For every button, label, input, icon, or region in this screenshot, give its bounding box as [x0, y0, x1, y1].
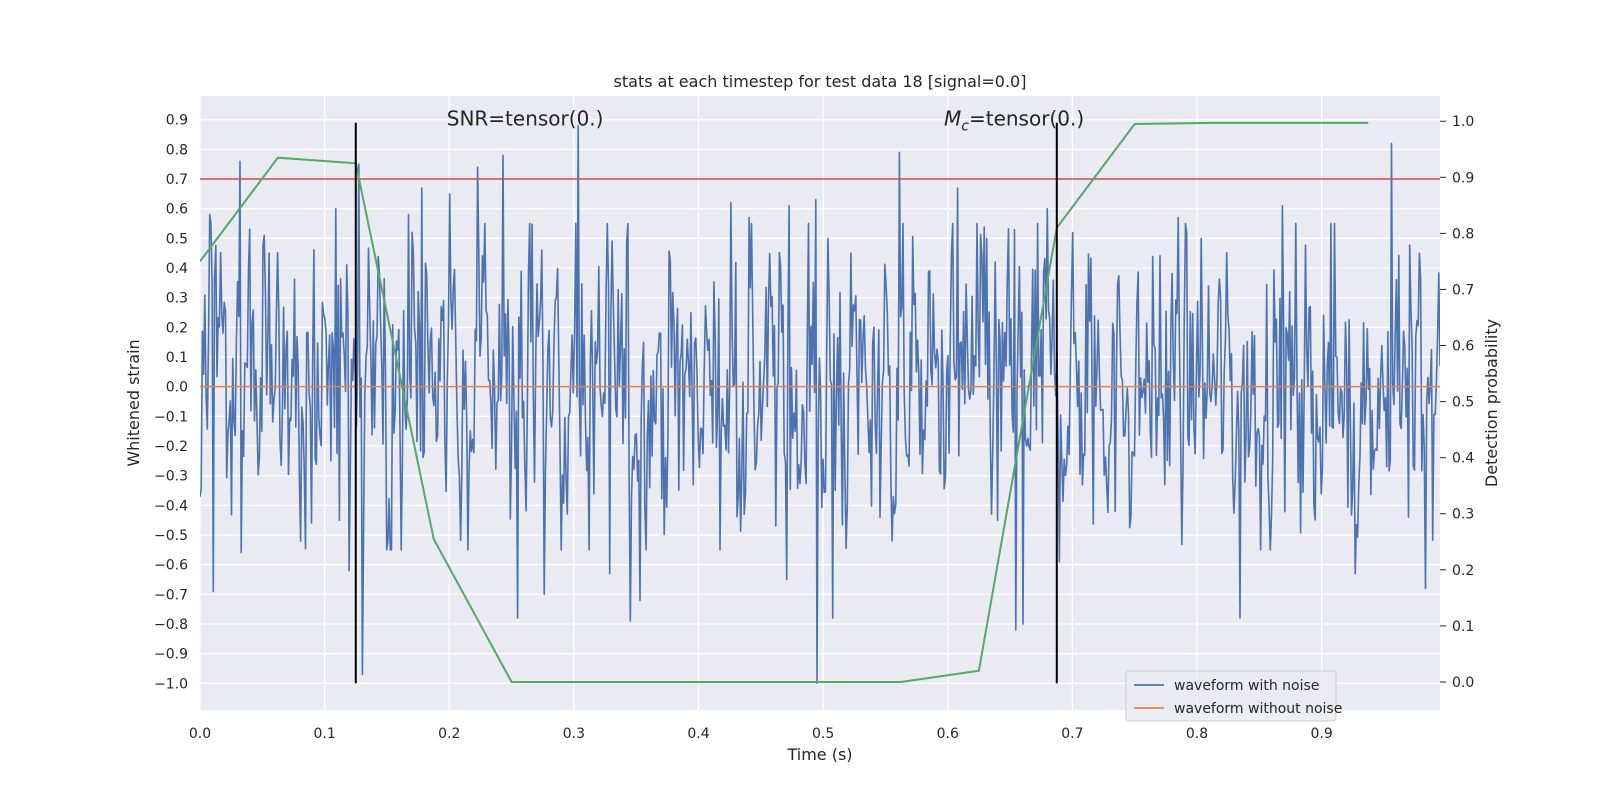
- annotation-snr: SNR=tensor(0.): [447, 107, 604, 131]
- legend: waveform with noise waveform without noi…: [1125, 670, 1342, 722]
- y2-axis-ticks: 1.0 0.9 0.8 0.7 0.6 0.5 0.4 0.3 0.2 0.1 0.0: [1440, 114, 1474, 691]
- y-tick-label: −0.4: [154, 498, 188, 514]
- y2-tick-label: 0.3: [1452, 507, 1474, 523]
- x-axis-ticks: 0.0 0.1 0.2 0.3 0.4 0.5 0.6 0.7 0.8 0.9: [189, 726, 1333, 742]
- y2-tick-label: 0.8: [1452, 226, 1474, 242]
- x-tick-label: 0.3: [563, 726, 585, 742]
- y-tick-label: 0.8: [166, 142, 188, 158]
- y-tick-label: −0.6: [154, 558, 188, 574]
- y-tick-label: −0.5: [154, 528, 188, 544]
- y2-tick-label: 0.4: [1452, 451, 1474, 467]
- y2-tick-label: 0.7: [1452, 282, 1474, 298]
- chart-title: stats at each timestep for test data 18 …: [614, 72, 1027, 91]
- x-tick-label: 0.0: [189, 726, 211, 742]
- y-tick-label: −0.2: [154, 439, 188, 455]
- y-tick-label: −1.0: [154, 676, 188, 692]
- y-tick-label: −0.7: [154, 587, 188, 603]
- x-tick-label: 0.6: [937, 726, 959, 742]
- y-tick-label: 0.6: [166, 202, 188, 218]
- x-tick-label: 0.4: [687, 726, 709, 742]
- y-tick-label: 0.5: [166, 231, 188, 247]
- x-axis-label: Time (s): [786, 745, 852, 764]
- y-tick-label: 0.4: [166, 261, 188, 277]
- y-tick-label: 0.0: [166, 380, 188, 396]
- y-axis-ticks: 0.9 0.8 0.7 0.6 0.5 0.4 0.3 0.2 0.1 0.0 −0.1 −0.2 −0…: [154, 113, 188, 693]
- x-tick-label: 0.7: [1061, 726, 1083, 742]
- y-tick-label: −0.3: [154, 469, 188, 485]
- y2-tick-label: 0.9: [1452, 170, 1474, 186]
- y-tick-label: 0.2: [166, 320, 188, 336]
- x-tick-label: 0.5: [812, 726, 834, 742]
- x-tick-label: 0.1: [313, 726, 335, 742]
- y-tick-label: −0.1: [154, 409, 188, 425]
- legend-label-waveform-without-noise: waveform without noise: [1174, 701, 1342, 717]
- x-tick-label: 0.2: [438, 726, 460, 742]
- y2-tick-label: 0.6: [1452, 339, 1474, 355]
- y-tick-label: −0.8: [154, 617, 188, 633]
- annotation-mc-symbol: M: [944, 107, 961, 131]
- y-tick-label: 0.1: [166, 350, 188, 366]
- y2-tick-label: 0.0: [1452, 675, 1474, 691]
- y-tick-label: 0.3: [166, 291, 188, 307]
- y-axis-label: Whitened strain: [124, 339, 143, 466]
- y-tick-label: −0.9: [154, 647, 188, 663]
- y2-tick-label: 1.0: [1452, 114, 1474, 130]
- y-tick-label: 0.9: [166, 113, 188, 129]
- annotation-mc-value: =tensor(0.): [969, 107, 1084, 131]
- annotation-mc-subscript: c: [961, 119, 969, 135]
- y-tick-label: 0.7: [166, 172, 188, 188]
- legend-box: [1125, 670, 1337, 722]
- x-tick-label: 0.8: [1186, 726, 1208, 742]
- y2-tick-label: 0.5: [1452, 395, 1474, 411]
- y2-axis-label: Detection probability: [1482, 319, 1501, 487]
- y2-tick-label: 0.1: [1452, 619, 1474, 635]
- annotation-chirp-mass: Mc=tensor(0.): [944, 107, 1084, 135]
- series-waveform-with-noise: [200, 124, 1440, 685]
- x-tick-label: 0.9: [1310, 726, 1332, 742]
- series-detection-probability: [200, 121, 1369, 683]
- y2-tick-label: 0.2: [1452, 563, 1474, 579]
- legend-label-waveform-with-noise: waveform with noise: [1174, 678, 1319, 694]
